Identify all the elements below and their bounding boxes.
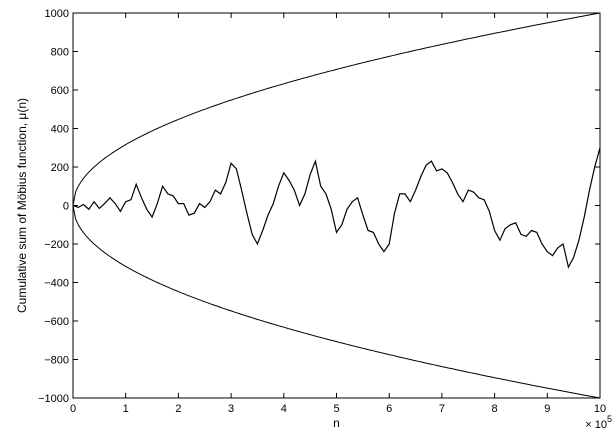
x-tick-label: 9 bbox=[544, 403, 550, 415]
x-tick-label: 3 bbox=[228, 403, 234, 415]
y-tick-label: 600 bbox=[51, 85, 69, 97]
y-tick-label: −600 bbox=[44, 316, 69, 328]
y-tick-label: −200 bbox=[44, 239, 69, 251]
y-tick-label: −400 bbox=[44, 278, 69, 290]
x-tick-label: 0 bbox=[70, 403, 76, 415]
y-tick-label: −1000 bbox=[38, 393, 69, 405]
y-axis-ticks: −1000 −800 −600 −400 −200 0 200 400 600 800 1000 bbox=[38, 8, 600, 405]
x-axis-exponent: × 105 bbox=[585, 414, 612, 431]
y-axis-label: Cumulative sum of Möbius function, μ(n) bbox=[15, 98, 29, 313]
x-tick-label: 6 bbox=[386, 403, 392, 415]
x-tick-label: 4 bbox=[281, 403, 287, 415]
plot-area-frame bbox=[72, 12, 601, 399]
chart-curves bbox=[72, 12, 601, 399]
x-exponent-power: 5 bbox=[607, 414, 612, 424]
x-tick-label: 1 bbox=[123, 403, 129, 415]
x-tick-label: 10 bbox=[594, 403, 606, 415]
y-tick-label: 0 bbox=[63, 201, 69, 213]
y-tick-label: 200 bbox=[51, 162, 69, 174]
y-tick-label: 400 bbox=[51, 124, 69, 136]
x-tick-label: 5 bbox=[333, 403, 339, 415]
x-tick-label: 8 bbox=[492, 403, 498, 415]
y-tick-label: 1000 bbox=[45, 8, 69, 20]
series-line-mertens bbox=[72, 147, 601, 269]
y-tick-label: −800 bbox=[44, 355, 69, 367]
series-line-lower-sqrt-bound bbox=[72, 205, 601, 399]
series-line-upper-sqrt-bound bbox=[72, 12, 601, 206]
x-tick-label: 7 bbox=[439, 403, 445, 415]
x-tick-label: 2 bbox=[175, 403, 181, 415]
y-tick-label: 800 bbox=[51, 47, 69, 59]
x-axis-ticks: 0 1 2 3 4 5 6 7 8 9 10 bbox=[70, 13, 606, 415]
x-axis-label: n bbox=[333, 416, 340, 430]
x-exponent-base: × 10 bbox=[585, 419, 607, 431]
